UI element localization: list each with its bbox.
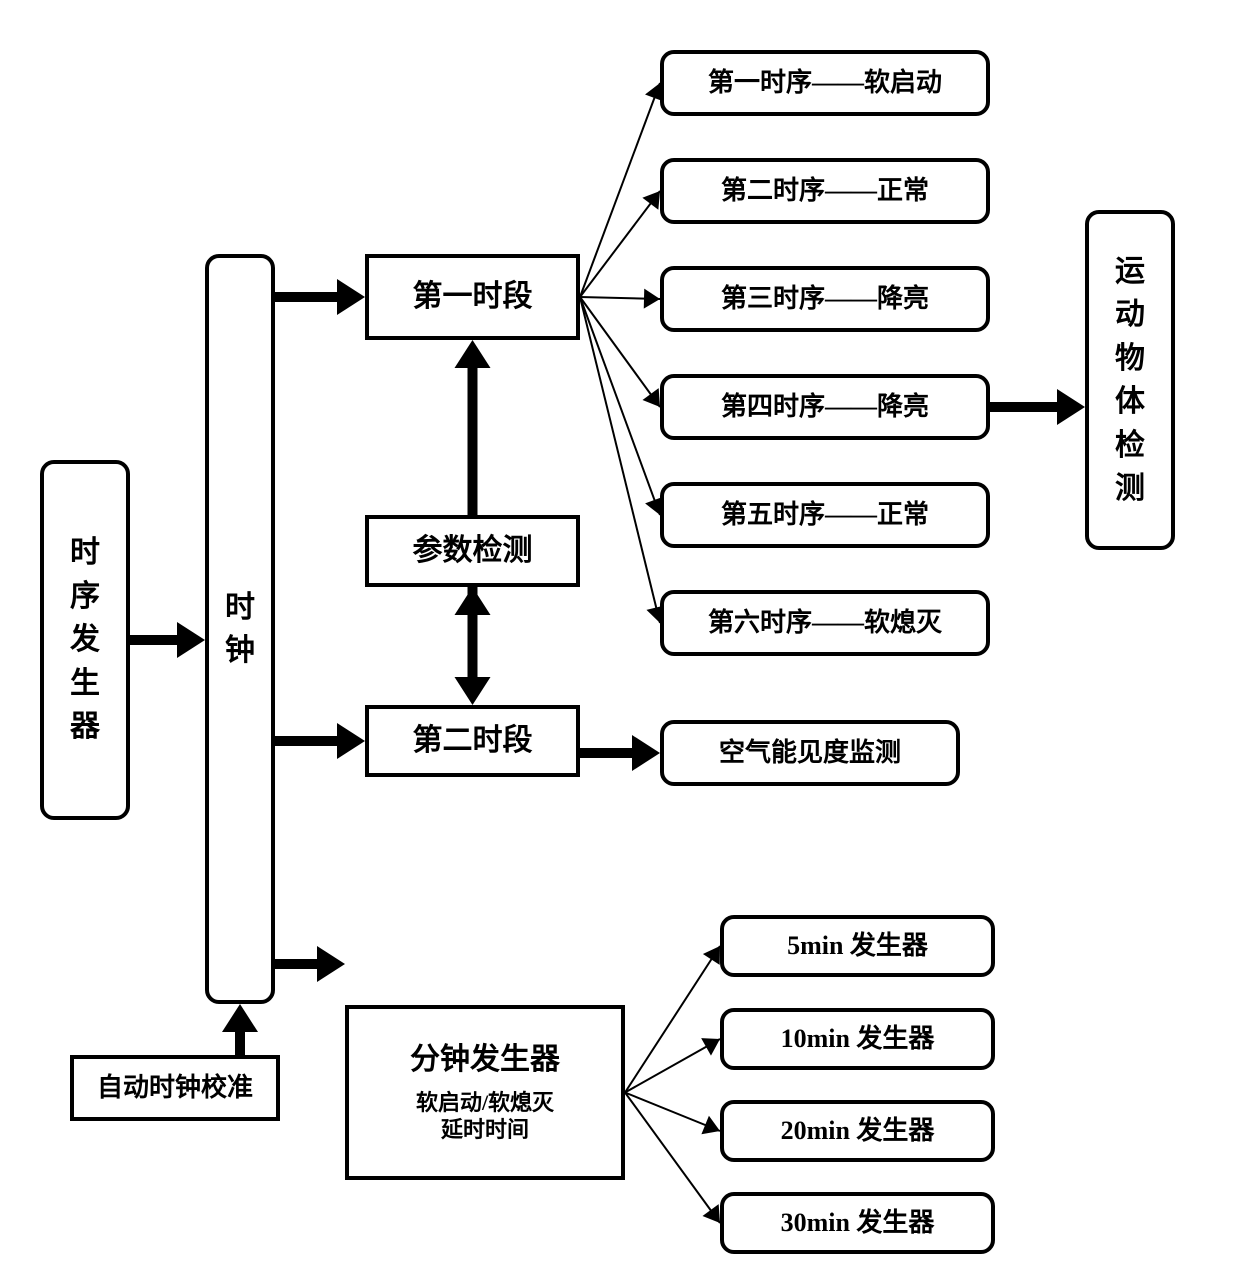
- box-seq-3: 第三时序——降亮: [660, 266, 990, 332]
- label: 自动时钟校准: [97, 1072, 253, 1105]
- label: 第六时序——软熄灭: [708, 607, 942, 640]
- subtitle: 软启动/软熄灭 延时时间: [416, 1089, 554, 1144]
- label: 第四时序——降亮: [721, 391, 929, 424]
- label: 第二时序——正常: [721, 175, 929, 208]
- box-seq-1: 第一时序——软启动: [660, 50, 990, 116]
- box-clock: 时钟: [205, 254, 275, 1004]
- label: 空气能见度监测: [719, 737, 901, 770]
- box-param-check: 参数检测: [365, 515, 580, 587]
- box-seq-6: 第六时序——软熄灭: [660, 590, 990, 656]
- label: 第一时序——软启动: [708, 67, 942, 100]
- label: 20min 发生器: [781, 1115, 935, 1148]
- label: 第一时段: [413, 278, 533, 316]
- label: 第五时序——正常: [721, 499, 929, 532]
- box-period-1: 第一时段: [365, 254, 580, 340]
- diagram-canvas: 时序发生器 时钟 自动时钟校准 第一时段 参数检测 第二时段 分钟发生器 软启动…: [0, 0, 1240, 1276]
- title: 分钟发生器: [410, 1041, 560, 1079]
- box-minute-generator: 分钟发生器 软启动/软熄灭 延时时间: [345, 1005, 625, 1180]
- box-seq-4: 第四时序——降亮: [660, 374, 990, 440]
- box-motion-detection: 运动物体检测: [1085, 210, 1175, 550]
- box-seq-5: 第五时序——正常: [660, 482, 990, 548]
- box-gen-20min: 20min 发生器: [720, 1100, 995, 1162]
- label: 30min 发生器: [781, 1207, 935, 1240]
- box-air-visibility: 空气能见度监测: [660, 720, 960, 786]
- label: 参数检测: [413, 532, 533, 570]
- box-auto-clock-calibration: 自动时钟校准: [70, 1055, 280, 1121]
- label: 10min 发生器: [781, 1023, 935, 1056]
- box-seq-2: 第二时序——正常: [660, 158, 990, 224]
- box-gen-10min: 10min 发生器: [720, 1008, 995, 1070]
- box-gen-30min: 30min 发生器: [720, 1192, 995, 1254]
- box-period-2: 第二时段: [365, 705, 580, 777]
- label: 第二时段: [413, 722, 533, 760]
- box-timing-generator: 时序发生器: [40, 460, 130, 820]
- label: 5min 发生器: [787, 930, 928, 963]
- box-gen-5min: 5min 发生器: [720, 915, 995, 977]
- label: 第三时序——降亮: [721, 283, 929, 316]
